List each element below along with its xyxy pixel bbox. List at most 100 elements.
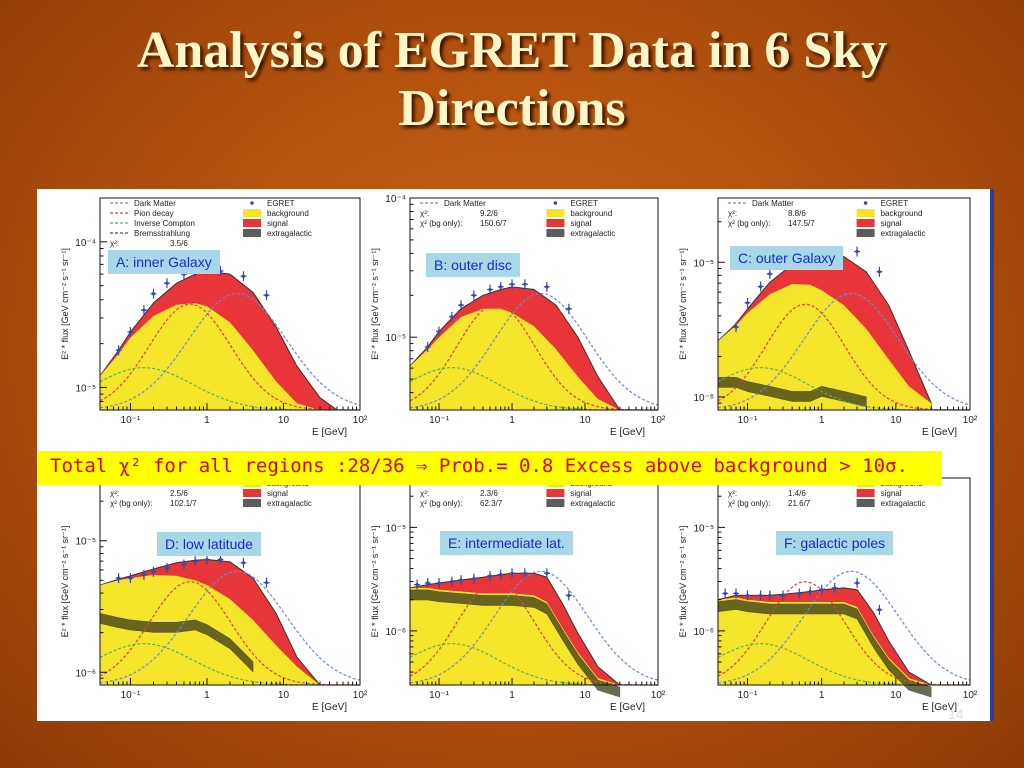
egret-marker bbox=[151, 292, 156, 296]
egret-point bbox=[733, 322, 740, 333]
egret-point bbox=[458, 575, 465, 586]
egret-marker bbox=[193, 559, 197, 563]
legend-label: extragalactic bbox=[570, 229, 615, 238]
egret-marker bbox=[510, 282, 514, 286]
egret-marker bbox=[833, 586, 837, 590]
egret-marker bbox=[264, 293, 269, 297]
egret-marker bbox=[488, 574, 492, 578]
egret-marker bbox=[437, 329, 441, 334]
egret-point bbox=[436, 326, 443, 337]
x-tick-label: 10² bbox=[651, 415, 666, 426]
egret-marker bbox=[499, 572, 503, 577]
x-tick-label: 10² bbox=[963, 415, 978, 426]
y-tick-label: 10⁻⁴ bbox=[75, 238, 96, 249]
egret-point bbox=[744, 590, 751, 601]
chi2-value: 2.5/6 bbox=[170, 489, 188, 498]
egret-point bbox=[263, 290, 270, 301]
egret-marker bbox=[855, 581, 859, 585]
x-axis-label: E [GeV] bbox=[610, 427, 645, 438]
egret-point bbox=[470, 573, 477, 584]
legend-box-swatch bbox=[856, 499, 875, 507]
chi2-bg-label: χ² (bg only): bbox=[420, 219, 462, 228]
x-tick-label: 1 bbox=[204, 690, 210, 701]
x-tick-label: 10 bbox=[579, 690, 591, 701]
legend-label: extragalactic bbox=[570, 499, 615, 508]
egret-marker bbox=[758, 284, 763, 289]
legend-box-swatch bbox=[856, 209, 875, 217]
egret-marker bbox=[797, 591, 801, 596]
egret-point bbox=[263, 577, 270, 588]
legend-label: signal bbox=[267, 219, 288, 228]
legend-box-swatch bbox=[546, 209, 565, 217]
y-tick-label: 10⁻⁶ bbox=[693, 627, 714, 638]
legend-label: extragalactic bbox=[881, 499, 926, 508]
legend-label: signal bbox=[881, 489, 902, 498]
legend-label: Dark Matter bbox=[444, 199, 486, 208]
chi2-summary-banner: Total χ² for all regions :28/36 ⇒ Prob.=… bbox=[38, 451, 942, 485]
egret-marker bbox=[877, 608, 881, 612]
egret-point bbox=[766, 268, 773, 279]
egret-point bbox=[497, 281, 504, 292]
egret-marker bbox=[472, 293, 476, 297]
x-axis-label: E [GeV] bbox=[922, 702, 957, 713]
y-tick-label: 10⁻⁶ bbox=[75, 668, 96, 679]
legend-label: Inverse Compton bbox=[134, 219, 195, 228]
y-tick-label: 10⁻⁶ bbox=[693, 393, 714, 404]
egret-point bbox=[779, 590, 786, 601]
legend-box-swatch bbox=[856, 489, 875, 497]
egret-point bbox=[192, 556, 199, 567]
y-tick-label: 10⁻⁵ bbox=[385, 333, 406, 344]
chi2-bg-value: 147.5/7 bbox=[788, 219, 815, 228]
egret-marker bbox=[855, 249, 859, 254]
egret-point bbox=[448, 576, 455, 587]
egret-marker bbox=[116, 348, 121, 352]
legend-egret-marker bbox=[863, 201, 868, 205]
legend-label: signal bbox=[570, 489, 591, 498]
panel-label-c: C: outer Galaxy bbox=[730, 246, 844, 270]
egret-point bbox=[150, 566, 157, 577]
egret-point bbox=[127, 327, 134, 338]
legend-box-swatch bbox=[546, 499, 565, 507]
legend-box-swatch bbox=[856, 229, 875, 237]
panel-label-d: D: low latitude bbox=[157, 532, 261, 556]
slide-title-line1: Analysis of EGRET Data in 6 Sky bbox=[136, 22, 888, 79]
y-tick-label: 10⁻⁵ bbox=[693, 258, 714, 269]
extragalactic-band bbox=[409, 589, 621, 698]
x-tick-label: 10 bbox=[890, 690, 902, 701]
egret-point bbox=[744, 297, 751, 308]
legend-label: signal bbox=[267, 489, 288, 498]
egret-point bbox=[733, 588, 740, 599]
egret-marker bbox=[459, 303, 463, 307]
egret-marker bbox=[723, 591, 727, 596]
egret-marker bbox=[745, 301, 750, 305]
x-tick-label: 10⁻¹ bbox=[121, 415, 141, 426]
chart-c-outer-galaxy: 10⁻¹ 1 10 10² E [GeV] 10⁻⁵ 10⁻⁶ E² * flux [GeV … bbox=[678, 197, 978, 438]
egret-marker bbox=[142, 573, 146, 577]
legend: Dark Matter EGRETbackgroundsignalextragal… bbox=[420, 199, 615, 238]
legend-label: background bbox=[881, 209, 923, 218]
egret-marker bbox=[510, 571, 514, 575]
chi2-label: χ²: bbox=[420, 489, 429, 498]
egret-point bbox=[521, 568, 528, 579]
egret-point bbox=[163, 563, 170, 574]
chart-a-inner-galaxy: 10⁻¹ 1 10 10² E [GeV] 10⁻⁴ 10⁻⁵ E² * flux [GeV … bbox=[60, 197, 368, 438]
legend-label: extragalactic bbox=[267, 499, 312, 508]
egret-point bbox=[854, 578, 861, 589]
dark-matter-curve bbox=[717, 292, 971, 409]
egret-marker bbox=[128, 330, 133, 334]
legend-box-swatch bbox=[243, 209, 261, 217]
x-tick-label: 10² bbox=[963, 690, 978, 701]
y-axis-label: E² * flux [GeV cm⁻² s⁻¹ sr⁻¹] bbox=[60, 248, 70, 360]
egret-point bbox=[448, 311, 455, 322]
egret-marker bbox=[545, 285, 549, 289]
egret-point bbox=[470, 290, 477, 301]
egret-point bbox=[831, 582, 838, 593]
dark-matter-curve bbox=[717, 570, 971, 684]
panel-label-b: B: outer disc bbox=[426, 253, 520, 277]
egret-marker bbox=[218, 557, 223, 562]
egret-point bbox=[766, 590, 773, 601]
chi2-bg-value: 62.3/7 bbox=[480, 499, 503, 508]
extragalactic-band bbox=[717, 599, 932, 698]
chi2-label: χ²: bbox=[728, 489, 737, 498]
egret-marker bbox=[499, 285, 503, 289]
